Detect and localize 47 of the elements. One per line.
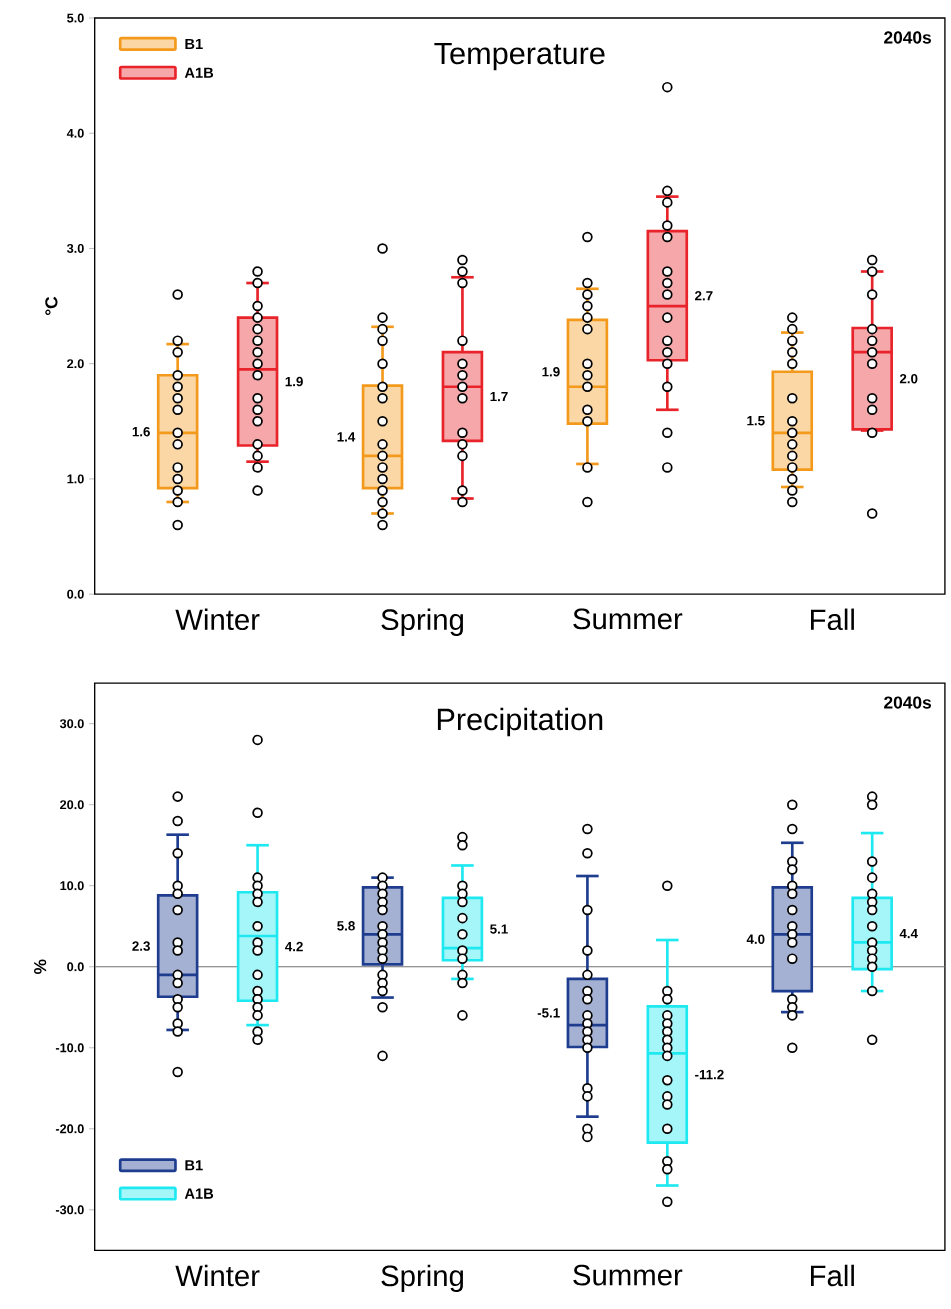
y-axis-title: °C [45,296,58,316]
legend-label: A1B [184,67,214,78]
annotation: 2040s [884,696,932,709]
text: -11.2 [695,1069,724,1080]
annotation: 2040s [884,31,932,44]
text: -5.1 [537,1008,560,1018]
text: 1.4 [337,432,356,442]
y-tick-label: 1.0 [67,474,84,484]
text: 4.4 [899,928,918,939]
y-tick-label: 0.0 [67,962,84,972]
x-tick-label: Fall [811,1264,854,1287]
y-tick-label: 10.0 [60,881,84,891]
text: 2.3 [132,941,150,951]
legend-label: B1 [185,38,203,49]
legend-label: A1B [184,1188,214,1199]
text: 1.9 [285,376,303,387]
text: Precipitation [437,707,603,737]
y-tick-label: 30.0 [59,719,84,729]
y-tick-label: 3.0 [67,243,84,253]
text: 1.5 [747,416,765,426]
y-tick-label: 0.0 [67,589,84,599]
y-tick-label: 5.0 [67,13,84,23]
x-tick-label: Winter [175,608,260,631]
y-tick-label: -20.0 [55,1124,84,1134]
x-tick-label: Winter [175,1264,260,1287]
text: 4.0 [746,934,765,944]
y-tick-label: -10.0 [55,1043,84,1053]
x-tick-label: Fall [811,608,854,631]
y-axis-title: % [34,959,47,975]
x-tick-label: Spring [381,1264,464,1293]
text: 2.0 [899,373,918,384]
text: 4.2 [285,941,303,952]
x-tick-label: Summer [573,1264,683,1286]
text: 1.6 [132,426,150,437]
text: 1.9 [542,367,560,377]
text: 5.1 [490,924,508,934]
y-tick-label: 2.0 [67,359,84,369]
y-tick-label: 20.0 [60,800,84,810]
text: 1.7 [490,391,508,402]
y-tick-label: -30.0 [55,1205,84,1215]
x-tick-label: Summer [573,608,683,630]
legend-label: B1 [185,1160,203,1171]
y-tick-label: 4.0 [66,128,84,138]
x-tick-label: Spring [381,608,464,636]
text: 2.7 [695,291,713,301]
text: Temperature [434,42,605,71]
text: 5.8 [337,921,355,931]
